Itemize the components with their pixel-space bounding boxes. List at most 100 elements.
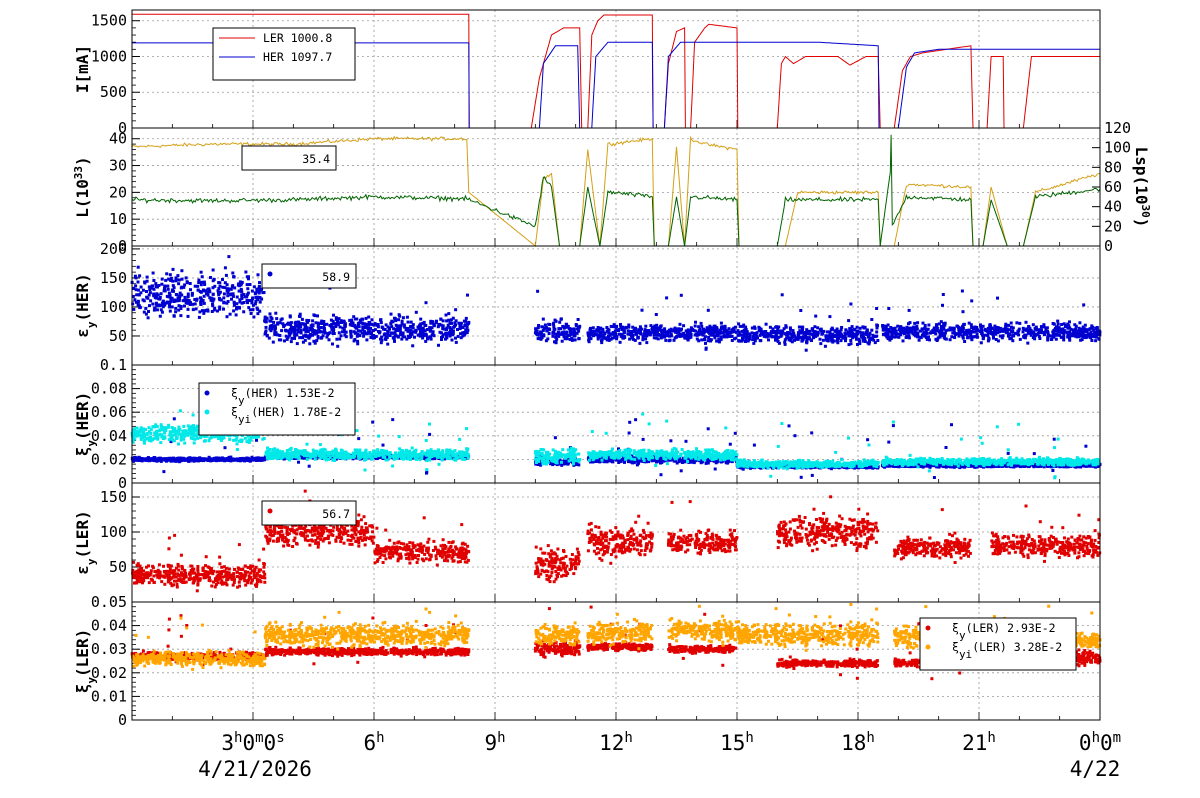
data-point xyxy=(262,291,266,294)
data-point xyxy=(725,334,729,338)
data-point xyxy=(752,335,755,339)
data-point xyxy=(160,457,164,461)
data-point xyxy=(681,333,685,337)
data-point xyxy=(348,322,352,326)
data-point xyxy=(255,296,259,300)
data-point xyxy=(764,322,768,326)
data-point xyxy=(351,321,355,325)
data-point xyxy=(242,293,246,296)
data-point xyxy=(950,335,954,339)
data-point xyxy=(190,291,194,295)
data-point xyxy=(292,327,296,331)
data-point xyxy=(359,318,362,322)
data-point xyxy=(389,331,393,335)
data-point xyxy=(635,463,639,467)
data-point xyxy=(168,303,171,307)
data-point xyxy=(1028,329,1032,333)
data-point xyxy=(285,337,289,341)
data-point xyxy=(409,325,413,329)
data-point xyxy=(245,293,249,297)
data-point xyxy=(699,332,703,336)
data-point xyxy=(201,299,205,302)
data-point xyxy=(154,282,158,286)
data-point xyxy=(626,332,630,336)
data-point xyxy=(600,339,603,343)
data-point xyxy=(708,324,712,328)
data-point xyxy=(752,443,756,447)
data-point xyxy=(986,330,990,334)
data-point xyxy=(535,332,539,336)
data-point xyxy=(312,329,316,333)
data-point xyxy=(274,326,277,330)
data-point xyxy=(409,328,413,332)
data-point xyxy=(805,341,809,345)
data-point xyxy=(607,328,611,332)
data-point xyxy=(915,332,919,336)
data-point xyxy=(673,328,676,332)
data-point xyxy=(376,323,380,326)
data-point xyxy=(613,325,617,329)
data-point xyxy=(332,332,336,335)
data-point xyxy=(180,293,184,297)
data-point xyxy=(641,437,645,441)
data-point xyxy=(276,321,280,325)
data-point xyxy=(369,326,373,330)
data-point xyxy=(456,334,460,338)
data-point xyxy=(712,334,716,338)
data-point xyxy=(609,324,613,328)
data-point xyxy=(810,332,814,336)
data-point xyxy=(673,326,677,330)
series-line-ler xyxy=(132,13,1100,129)
data-point xyxy=(659,336,663,340)
data-point xyxy=(298,312,302,316)
data-point xyxy=(412,330,415,334)
data-point xyxy=(206,293,210,297)
data-point xyxy=(236,283,240,287)
data-point xyxy=(150,457,154,461)
data-point xyxy=(758,326,762,330)
data-point xyxy=(325,322,329,326)
data-point xyxy=(543,323,547,327)
data-point xyxy=(283,339,286,343)
data-point xyxy=(252,285,256,289)
data-point xyxy=(555,332,558,336)
data-point xyxy=(226,291,230,295)
data-point xyxy=(599,333,603,337)
data-point xyxy=(177,282,181,286)
data-point xyxy=(535,329,539,333)
data-point xyxy=(341,330,344,334)
data-point xyxy=(211,292,215,296)
data-point xyxy=(753,339,757,343)
data-point xyxy=(432,334,436,338)
data-point xyxy=(675,335,678,339)
data-point xyxy=(775,330,779,334)
data-point xyxy=(296,324,300,328)
data-point xyxy=(191,308,195,312)
data-point xyxy=(858,339,862,343)
data-point xyxy=(155,308,159,312)
data-point xyxy=(901,339,905,343)
data-point xyxy=(825,330,829,334)
data-point xyxy=(875,307,879,310)
data-point xyxy=(171,284,175,288)
data-point xyxy=(153,306,157,310)
data-point xyxy=(799,475,803,479)
data-point xyxy=(171,267,175,271)
data-point xyxy=(1000,336,1004,340)
data-point xyxy=(331,325,335,329)
data-point xyxy=(240,458,244,462)
data-point xyxy=(881,332,885,336)
data-point xyxy=(542,333,546,337)
data-point xyxy=(133,298,137,302)
data-point xyxy=(411,344,415,348)
data-point xyxy=(810,431,814,435)
data-point xyxy=(332,322,336,326)
data-point xyxy=(432,324,436,328)
data-point xyxy=(154,296,158,300)
data-point xyxy=(321,334,325,338)
data-point xyxy=(174,458,178,461)
data-point xyxy=(698,327,702,331)
data-point xyxy=(134,284,138,288)
data-point xyxy=(633,338,637,342)
data-point xyxy=(559,327,562,331)
